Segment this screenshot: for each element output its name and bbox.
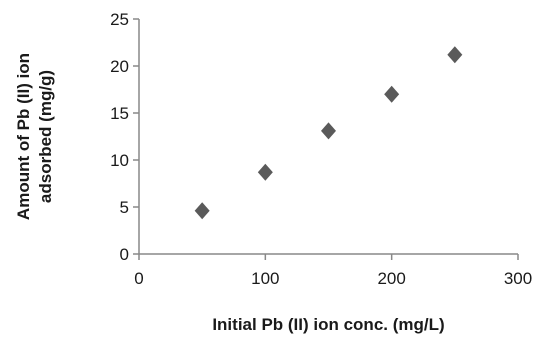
data-point-diamond: [257, 163, 273, 181]
data-point-diamond: [321, 122, 336, 140]
data-point-diamond: [447, 46, 463, 64]
data-points: [194, 46, 463, 220]
x-tick-label: 0: [134, 269, 143, 288]
y-tick-label: 20: [110, 57, 129, 76]
y-ticks: 0 5 10 15 20 25: [110, 10, 139, 264]
y-tick-label: 5: [120, 198, 129, 217]
y-axis-title-line-1: Amount of Pb (II) ion: [14, 53, 33, 220]
y-tick-label: 10: [110, 151, 129, 170]
data-point-diamond: [194, 202, 210, 220]
y-axis-title-line-2: adsorbed (mg/g): [36, 70, 55, 203]
x-tick-label: 100: [251, 269, 279, 288]
data-point-diamond: [384, 85, 400, 103]
x-tick-label: 300: [504, 269, 532, 288]
x-ticks: 0 100 200 300: [134, 254, 532, 288]
y-axis-title: Amount of Pb (II) ion adsorbed (mg/g): [14, 53, 55, 220]
y-tick-label: 25: [110, 10, 129, 29]
x-axis-title: Initial Pb (II) ion conc. (mg/L): [212, 315, 444, 334]
x-tick-label: 200: [377, 269, 405, 288]
y-tick-label: 0: [120, 245, 129, 264]
y-tick-label: 15: [110, 104, 129, 123]
axes: [138, 19, 518, 255]
